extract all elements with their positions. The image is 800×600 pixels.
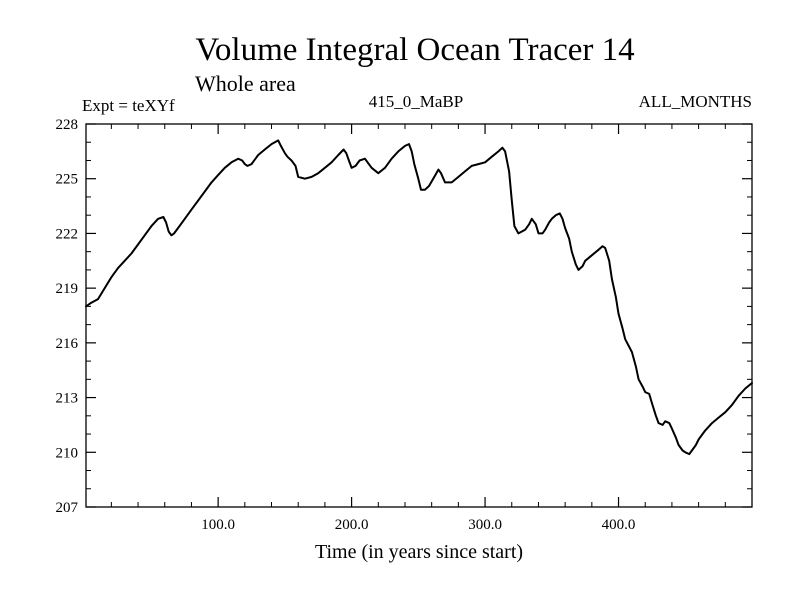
y-tick-label: 207 [56, 500, 79, 516]
y-tick-label: 225 [56, 172, 79, 188]
chart-subtitle: Whole area [195, 71, 296, 96]
x-axis: 100.0 200.0 300.0 400.0 [110, 124, 726, 533]
x-axis-label: Time (in years since start) [315, 541, 523, 563]
y-tick-label: 216 [56, 336, 79, 352]
period-label: 415_0_MaBP [369, 92, 463, 111]
y-tick-label: 213 [56, 391, 79, 407]
x-tick-label: 200.0 [335, 517, 369, 533]
y-tick-label: 222 [56, 226, 79, 242]
experiment-label: Expt = teXYf [82, 96, 175, 115]
x-tick-label: 100.0 [201, 517, 235, 533]
months-label: ALL_MONTHS [639, 92, 752, 111]
chart-title: Volume Integral Ocean Tracer 14 [195, 32, 634, 68]
x-tick-label: 400.0 [602, 517, 636, 533]
x-tick-label: 300.0 [468, 517, 502, 533]
y-axis: 207 210 213 216 219 222 225 228 [56, 117, 752, 516]
series-line [85, 139, 753, 456]
plot-frame [85, 123, 753, 508]
y-tick-label: 228 [56, 117, 79, 133]
series-layer [85, 139, 753, 456]
y-tick-label: 219 [56, 281, 79, 297]
y-tick-label: 210 [56, 445, 79, 461]
